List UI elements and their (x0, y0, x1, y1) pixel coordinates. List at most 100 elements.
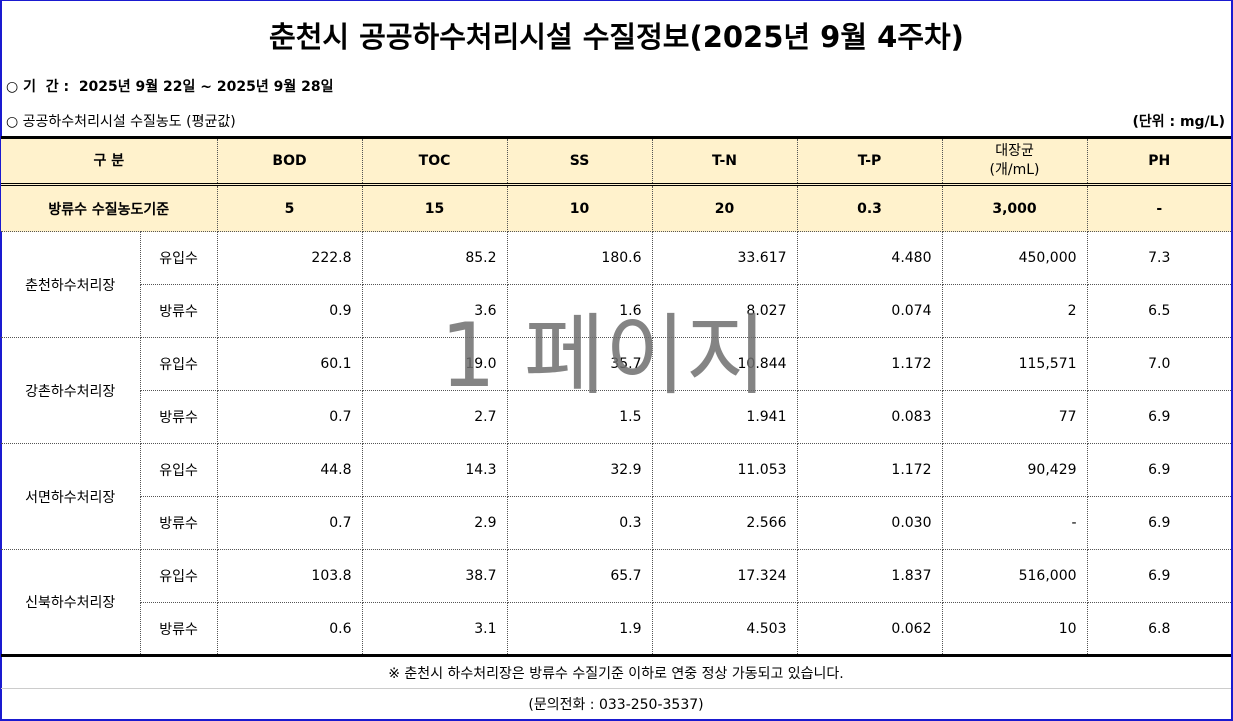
value-cell: - (941, 496, 1088, 550)
value-cell: 516,000 (941, 549, 1088, 603)
value-cell: 0.7 (216, 390, 363, 444)
standard-value: 10 (506, 183, 653, 232)
water-type: 방류수 (140, 390, 218, 444)
value-cell: 0.9 (216, 284, 363, 338)
value-cell: 10 (941, 602, 1088, 656)
water-type: 방류수 (140, 284, 218, 338)
water-type: 유입수 (139, 443, 218, 497)
table-row: 방류수 0.9 3.6 1.6 8.027 0.074 2 6.5 (1, 284, 1232, 338)
value-cell: 1.9 (506, 602, 653, 656)
value-cell: 4.480 (796, 231, 943, 285)
table-row: 신북하수처리장 유입수 103.8 38.7 65.7 17.324 1.837 516,00… (1, 549, 1232, 656)
value-cell: 2.566 (651, 496, 798, 550)
value-cell: 38.7 (361, 549, 508, 603)
standard-value: 3,000 (941, 183, 1088, 232)
standard-value: 20 (651, 183, 798, 232)
plant-name: 강촌하수처리장 (1, 337, 141, 444)
plant-name: 춘천하수처리장 (1, 231, 141, 338)
value-cell: 33.617 (651, 231, 798, 285)
value-cell: 115,571 (941, 337, 1088, 391)
standard-value: - (1086, 183, 1232, 232)
standard-value: 5 (216, 183, 363, 232)
value-cell: 6.5 (1086, 284, 1232, 338)
value-cell: 3.1 (361, 602, 508, 656)
value-cell: 6.9 (1086, 496, 1232, 550)
table-row: 방류수 0.7 2.9 0.3 2.566 0.030-6.9 (1, 496, 1232, 550)
value-cell: 6.8 (1086, 602, 1232, 656)
table-row: 방류수 0.7 2.7 1.5 1.941 0.083 77 6.9 (1, 390, 1232, 444)
table-row: 방류수 0.6 3.1 1.9 4.503 0.062 10 6.8 (1, 602, 1232, 656)
contact-phone: (문의전화 : 033-250-3537) (1, 688, 1232, 720)
value-cell: 65.7 (506, 549, 653, 603)
value-cell: 0.074 (796, 284, 943, 338)
value-cell: 6.9 (1086, 390, 1232, 444)
value-cell: 6.9 (1086, 443, 1232, 497)
value-cell: 0.7 (216, 496, 363, 550)
value-cell: 60.1 (216, 337, 363, 391)
value-cell: 0.6 (216, 602, 363, 656)
value-cell: 77 (941, 390, 1088, 444)
column-header: T-N (651, 136, 798, 185)
value-cell: 32.9 (506, 443, 653, 497)
table-row: 강촌하수처리장 유입수 60.1 19.0 35.7 10.844 1.172 115,571… (1, 337, 1232, 444)
value-cell: 0.083 (796, 390, 943, 444)
water-type: 유입수 (139, 337, 218, 391)
value-cell: 1.941 (651, 390, 798, 444)
column-header: TOC (361, 136, 508, 185)
value-cell: 7.3 (1086, 231, 1232, 285)
header-row: 구 분 BOD TOC SS T-N T-P 대장균 (개/mL) PH (1, 136, 1232, 185)
value-cell: 103.8 (216, 549, 363, 603)
value-cell: 14.3 (361, 443, 508, 497)
value-cell: 44.8 (216, 443, 363, 497)
value-cell: 10.844 (651, 337, 798, 391)
table-row: 춘천하수처리장 유입수 222.8 85.2 180.6 33.617 4.480 450,0… (1, 231, 1232, 338)
value-cell: 8.027 (651, 284, 798, 338)
column-header: SS (506, 136, 653, 185)
value-cell: 6.9 (1086, 549, 1232, 603)
standard-label: 방류수 수질농도기준 (1, 183, 218, 232)
water-type: 방류수 (140, 602, 218, 656)
water-type: 유입수 (139, 549, 218, 603)
value-cell: 3.6 (361, 284, 508, 338)
value-cell: 2.7 (361, 390, 508, 444)
value-cell: 11.053 (651, 443, 798, 497)
standard-value: 0.3 (796, 183, 943, 232)
value-cell: 2 (941, 284, 1088, 338)
value-cell: 0.062 (796, 602, 943, 656)
value-cell: 7.0 (1086, 337, 1232, 391)
plant-name: 신북하수처리장 (1, 549, 141, 656)
period-text: ○ 기 간 : 2025년 9월 22일 ~ 2025년 9월 28일 (6, 79, 334, 95)
column-header: 대장균 (개/mL) (941, 136, 1088, 185)
value-cell: 19.0 (361, 337, 508, 391)
value-cell: 180.6 (506, 231, 653, 285)
value-cell: 1.5 (506, 390, 653, 444)
section-subtitle: ○ 공공하수처리시설 수질농도 (평균값) (6, 114, 236, 130)
column-header: PH (1086, 136, 1232, 185)
table-row: 서면하수처리장 유입수 44.8 14.3 32.9 11.053 1.172 90,429 6… (1, 443, 1232, 550)
footer-note: ※ 춘천시 하수처리장은 방류수 수질기준 이하로 연중 정상 가동되고 있습니… (1, 654, 1232, 689)
value-cell: 90,429 (941, 443, 1088, 497)
value-cell: 2.9 (361, 496, 508, 550)
value-cell: 222.8 (216, 231, 363, 285)
value-cell: 0.3 (506, 496, 653, 550)
value-cell: 17.324 (651, 549, 798, 603)
page-title: 춘천시 공공하수처리시설 수질정보(2025년 9월 4주차) (269, 20, 964, 54)
value-cell: 1.6 (506, 284, 653, 338)
value-cell: 0.030 (796, 496, 943, 550)
water-type: 유입수 (139, 231, 218, 285)
standard-value: 15 (361, 183, 508, 232)
value-cell: 35.7 (506, 337, 653, 391)
value-cell: 85.2 (361, 231, 508, 285)
standard-row: 방류수 수질농도기준 5 15 10 20 0.3 3,000- (1, 183, 1232, 232)
water-type: 방류수 (140, 496, 218, 550)
water-quality-table: 구 분 BOD TOC SS T-N T-P 대장균 (개/mL) PH 방류수 수질농도기준 5… (1, 136, 1232, 720)
value-cell: 450,000 (941, 231, 1088, 285)
value-cell: 1.172 (796, 443, 943, 497)
value-cell: 4.503 (651, 602, 798, 656)
column-header: 구 분 (1, 136, 218, 185)
column-header: T-P (796, 136, 943, 185)
plant-name: 서면하수처리장 (1, 443, 141, 550)
column-header: BOD (216, 136, 363, 185)
value-cell: 1.837 (796, 549, 943, 603)
value-cell: 1.172 (796, 337, 943, 391)
